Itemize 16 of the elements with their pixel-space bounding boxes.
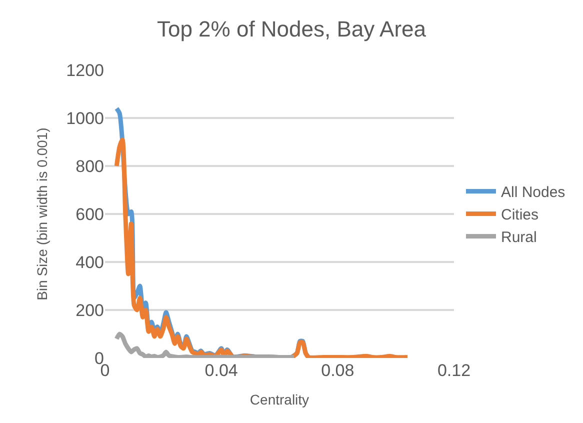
y-axis-title: Bin Size (bin width is 0.001)	[34, 128, 50, 300]
y-tick-label: 1000	[66, 108, 104, 128]
x-tick-label: 0.12	[437, 361, 471, 380]
y-tick-label: 1200	[66, 60, 104, 80]
legend-label: Cities	[500, 206, 538, 224]
x-axis-title: Centrality	[250, 391, 310, 408]
legend-label: Rural	[500, 229, 537, 246]
line-series	[114, 332, 296, 358]
y-tick-label: 400	[76, 252, 104, 272]
legend-label: All Nodes	[500, 184, 566, 202]
y-tick-label: 200	[76, 300, 104, 320]
x-tick-label: 0.08	[321, 361, 354, 380]
y-tick-label: 800	[76, 156, 104, 176]
chart-title: Top 2% of Nodes, Bay Area	[156, 16, 427, 42]
x-tick-label: 0.04	[204, 361, 238, 380]
y-tick-label: 600	[76, 204, 104, 224]
